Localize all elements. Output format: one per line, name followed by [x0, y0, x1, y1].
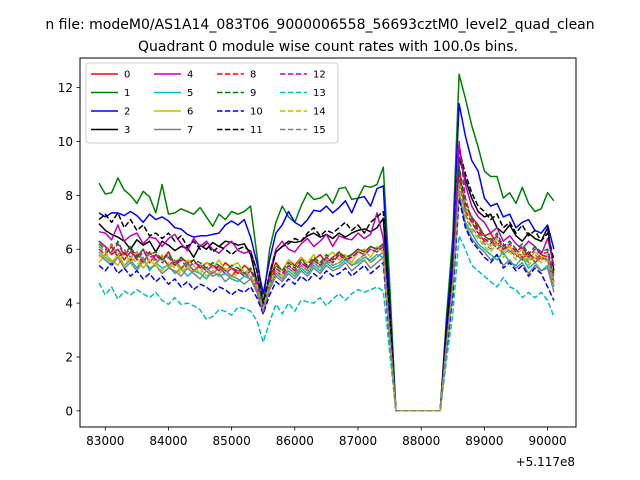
series-line-13: [98, 235, 555, 412]
series-line-9: [98, 164, 555, 412]
x-tick-label: 84000: [149, 434, 187, 448]
x-tick-label: 83000: [86, 434, 124, 448]
y-tick-label: 4: [65, 297, 73, 311]
y-tick-label: 6: [65, 243, 73, 257]
legend-label-7: 7: [187, 125, 193, 136]
x-tick-label: 86000: [276, 434, 314, 448]
x-tick-label: 87000: [339, 434, 377, 448]
legend-label-9: 9: [250, 88, 256, 99]
x-axis-offset-text: +5.117e8: [516, 455, 575, 469]
y-tick-label: 12: [58, 81, 73, 95]
x-tick-label: 90000: [528, 434, 566, 448]
chart-title: Quadrant 0 module wise count rates with …: [138, 39, 518, 55]
legend-label-0: 0: [124, 70, 130, 81]
axis-ticks: 83000 84000 85000 86000 87000 88000 89000 90000…: [58, 81, 567, 448]
legend-label-13: 13: [313, 88, 326, 99]
legend-label-5: 5: [187, 88, 193, 99]
series-line-1: [98, 73, 555, 412]
y-tick-label: 2: [65, 350, 73, 364]
legend-label-2: 2: [124, 107, 130, 118]
series-line-11: [98, 148, 555, 412]
series-line-2: [98, 103, 555, 412]
series-line-12: [98, 140, 555, 412]
legend-label-6: 6: [187, 107, 193, 118]
figure-suptitle: n file: modeM0/AS1A14_083T06_9000006558_…: [45, 17, 594, 33]
legend-label-10: 10: [250, 107, 263, 118]
y-tick-label: 8: [65, 189, 73, 203]
legend-label-4: 4: [187, 70, 193, 81]
legend-label-11: 11: [250, 125, 263, 136]
series-layer: [98, 73, 555, 412]
x-tick-label: 85000: [213, 434, 251, 448]
plot-frame: [79, 57, 577, 428]
series-line-15: [98, 181, 555, 412]
legend-label-1: 1: [124, 88, 130, 99]
series-line-10: [98, 197, 555, 412]
series-line-3: [98, 156, 555, 412]
legend-label-14: 14: [313, 107, 326, 118]
legend-label-15: 15: [313, 125, 326, 136]
series-line-4: [98, 143, 555, 412]
series-line-0: [98, 167, 555, 412]
y-tick-label: 10: [58, 135, 73, 149]
series-line-5: [98, 191, 555, 412]
x-tick-label: 89000: [465, 434, 503, 448]
y-tick-label: 0: [65, 404, 73, 418]
legend-label-3: 3: [124, 125, 130, 136]
series-line-7: [98, 194, 555, 412]
x-tick-label: 88000: [402, 434, 440, 448]
legend-box: [85, 62, 339, 144]
legend-label-8: 8: [250, 70, 256, 81]
legend-label-12: 12: [313, 70, 326, 81]
